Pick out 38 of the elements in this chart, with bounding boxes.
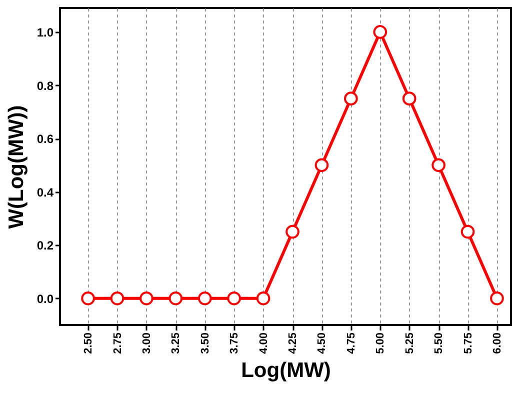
x-axis-title: Log(MW) (241, 358, 331, 382)
x-tick-label: 4.75 (345, 332, 358, 354)
x-tick-label: 5.00 (374, 332, 387, 354)
x-tick-label: 4.25 (287, 332, 300, 354)
x-tick-label: 4.50 (316, 332, 328, 354)
x-tick-label: 5.25 (404, 332, 416, 354)
y-tick-label: 0.6 (36, 132, 54, 146)
point (198, 291, 212, 306)
point (168, 291, 183, 306)
y-axis-title: W(Log(MW)) (4, 105, 28, 229)
y-tick-label: 0.4 (36, 185, 54, 200)
point (490, 291, 504, 306)
x-tick-label: 5.50 (433, 332, 446, 354)
point (227, 291, 242, 306)
point (344, 92, 358, 106)
x-tick-label: 5.75 (462, 332, 474, 354)
x-tick-label: 3.00 (140, 332, 153, 354)
point (140, 291, 154, 306)
x-tick-label: 2.50 (82, 332, 95, 354)
x-tick-label: 3.25 (170, 332, 182, 354)
point (110, 291, 124, 306)
point (314, 158, 329, 172)
x-tick-label: 3.75 (228, 332, 241, 354)
x-tick-label: 2.75 (112, 332, 124, 354)
y-tick-label: 1.0 (36, 25, 54, 40)
x-tick-label: 3.50 (199, 332, 212, 354)
x-tick-label: 6.00 (491, 332, 504, 354)
point (460, 224, 475, 239)
point (373, 25, 388, 39)
point (286, 224, 300, 239)
point (402, 92, 416, 106)
y-tick-label: 0.0 (36, 292, 54, 306)
point (81, 291, 95, 306)
x-tick-label: 4.00 (258, 332, 270, 354)
y-tick-label: 0.8 (36, 78, 54, 93)
y-tick-label: 0.2 (36, 238, 54, 253)
point (432, 158, 446, 172)
point (256, 291, 270, 306)
